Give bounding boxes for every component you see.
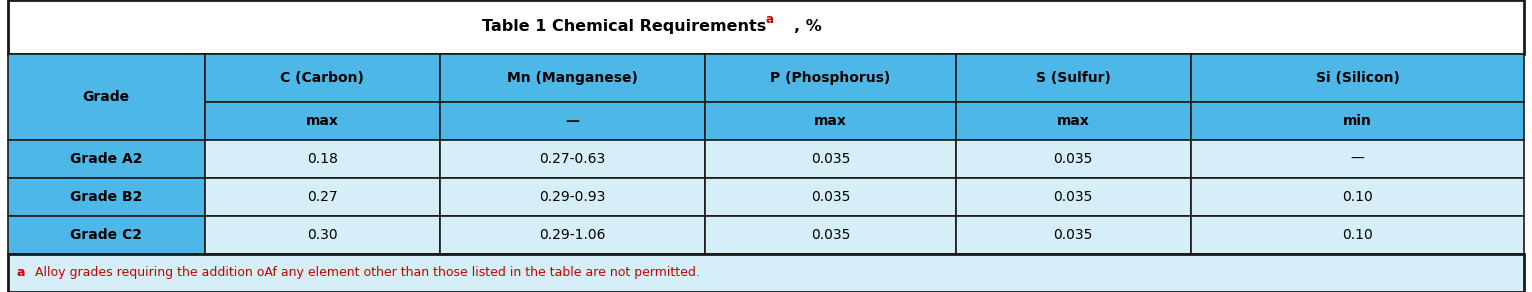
Text: 0.30: 0.30	[306, 228, 337, 242]
Text: 0.27: 0.27	[306, 190, 337, 204]
Text: 0.18: 0.18	[306, 152, 339, 166]
Text: Mn (Manganese): Mn (Manganese)	[507, 71, 637, 85]
Text: max: max	[813, 114, 847, 128]
Text: Grade C2: Grade C2	[70, 228, 142, 242]
Text: Grade: Grade	[83, 90, 130, 104]
Text: max: max	[1057, 114, 1089, 128]
Bar	[205, 178, 440, 216]
Bar	[705, 178, 956, 216]
Bar	[705, 54, 956, 102]
Bar	[440, 178, 705, 216]
Text: —: —	[565, 114, 579, 128]
Bar	[1190, 140, 1524, 178]
Bar	[205, 102, 440, 140]
Bar	[440, 54, 705, 102]
Bar	[1190, 102, 1524, 140]
Text: max: max	[306, 114, 339, 128]
Text: , %: , %	[794, 20, 821, 34]
Text: Grade A2: Grade A2	[70, 152, 142, 166]
Bar	[705, 140, 956, 178]
Text: Grade B2: Grade B2	[70, 190, 142, 204]
Bar	[1190, 216, 1524, 254]
Bar	[8, 54, 205, 140]
Text: 0.035: 0.035	[1054, 228, 1092, 242]
Bar	[1190, 178, 1524, 216]
Bar	[205, 54, 440, 102]
Bar	[440, 216, 705, 254]
Text: 0.29-0.93: 0.29-0.93	[539, 190, 605, 204]
Bar	[956, 216, 1190, 254]
Text: 0.035: 0.035	[810, 152, 850, 166]
Text: a: a	[17, 267, 26, 279]
Bar	[8, 216, 205, 254]
Text: Table 1 Chemical Requirements: Table 1 Chemical Requirements	[481, 20, 766, 34]
Text: a: a	[766, 13, 774, 27]
Text: Alloy grades requiring the addition oAf any element other than those listed in t: Alloy grades requiring the addition oAf …	[31, 267, 700, 279]
Text: 0.035: 0.035	[810, 228, 850, 242]
Text: 0.29-1.06: 0.29-1.06	[539, 228, 605, 242]
Text: P (Phosphorus): P (Phosphorus)	[771, 71, 890, 85]
Bar	[440, 102, 705, 140]
Text: 0.035: 0.035	[1054, 190, 1092, 204]
Bar	[205, 216, 440, 254]
Text: C (Carbon): C (Carbon)	[280, 71, 365, 85]
Bar	[1190, 54, 1524, 102]
Bar	[705, 216, 956, 254]
Text: —: —	[1351, 152, 1365, 166]
Text: 0.27-0.63: 0.27-0.63	[539, 152, 605, 166]
Text: 0.035: 0.035	[1054, 152, 1092, 166]
Bar	[956, 54, 1190, 102]
Text: 0.035: 0.035	[810, 190, 850, 204]
Bar	[8, 254, 1524, 292]
Bar	[8, 0, 1524, 54]
Bar	[8, 178, 205, 216]
Text: 0.10: 0.10	[1342, 190, 1373, 204]
Text: min: min	[1344, 114, 1373, 128]
Bar	[956, 140, 1190, 178]
Bar	[440, 140, 705, 178]
Text: Si (Silicon): Si (Silicon)	[1316, 71, 1399, 85]
Bar	[205, 140, 440, 178]
Text: S (Sulfur): S (Sulfur)	[1036, 71, 1111, 85]
Bar	[705, 102, 956, 140]
Bar	[956, 102, 1190, 140]
Text: 0.10: 0.10	[1342, 228, 1373, 242]
Bar	[8, 140, 205, 178]
Bar	[956, 178, 1190, 216]
